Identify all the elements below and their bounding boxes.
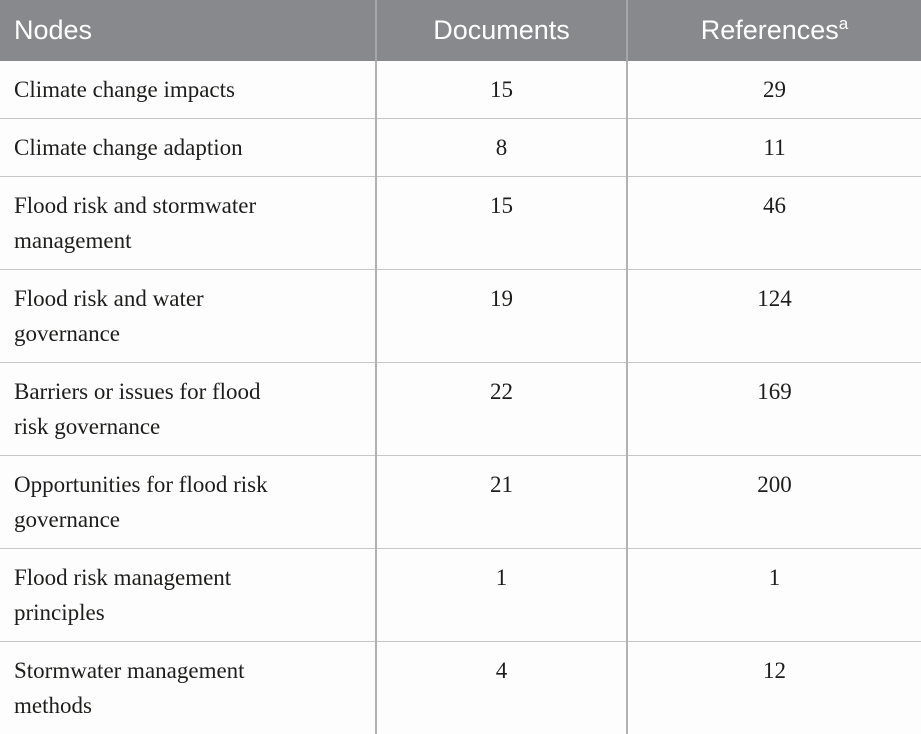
table-row: Barriers or issues for flood risk govern… [0, 363, 921, 456]
node-name-cell: Opportunities for flood risk governance [0, 456, 376, 549]
table-row: Opportunities for flood risk governance … [0, 456, 921, 549]
references-count-cell: 169 [627, 363, 921, 456]
documents-count-cell: 4 [376, 642, 627, 734]
node-name-cell: Barriers or issues for flood risk govern… [0, 363, 376, 456]
column-header-nodes: Nodes [0, 0, 376, 61]
documents-count-cell: 15 [376, 177, 627, 270]
node-name-cell: Flood risk and stormwater management [0, 177, 376, 270]
column-header-documents: Documents [376, 0, 627, 61]
table-row: Flood risk management principles 1 1 [0, 549, 921, 642]
table-row: Climate change impacts 15 29 [0, 61, 921, 119]
documents-count-cell: 1 [376, 549, 627, 642]
node-name-cell: Climate change adaption [0, 119, 376, 177]
documents-count-cell: 19 [376, 270, 627, 363]
documents-count-cell: 22 [376, 363, 627, 456]
references-count-cell: 200 [627, 456, 921, 549]
references-footnote-marker: a [839, 14, 848, 33]
references-count-cell: 124 [627, 270, 921, 363]
table-row: Stormwater management methods 4 12 [0, 642, 921, 734]
references-count-cell: 12 [627, 642, 921, 734]
documents-count-cell: 21 [376, 456, 627, 549]
table-row: Flood risk and stormwater management 15 … [0, 177, 921, 270]
table-row: Climate change adaption 8 11 [0, 119, 921, 177]
node-name-cell: Flood risk and water governance [0, 270, 376, 363]
documents-count-cell: 15 [376, 61, 627, 119]
references-count-cell: 29 [627, 61, 921, 119]
node-name-cell: Flood risk management principles [0, 549, 376, 642]
references-count-cell: 46 [627, 177, 921, 270]
references-count-cell: 11 [627, 119, 921, 177]
node-name-cell: Stormwater management methods [0, 642, 376, 734]
column-header-references: Referencesa [627, 0, 921, 61]
node-name-cell: Climate change impacts [0, 61, 376, 119]
references-count-cell: 1 [627, 549, 921, 642]
references-header-label: References [701, 15, 839, 45]
table-row: Flood risk and water governance 19 124 [0, 270, 921, 363]
documents-count-cell: 8 [376, 119, 627, 177]
table-header-row: Nodes Documents Referencesa [0, 0, 921, 61]
